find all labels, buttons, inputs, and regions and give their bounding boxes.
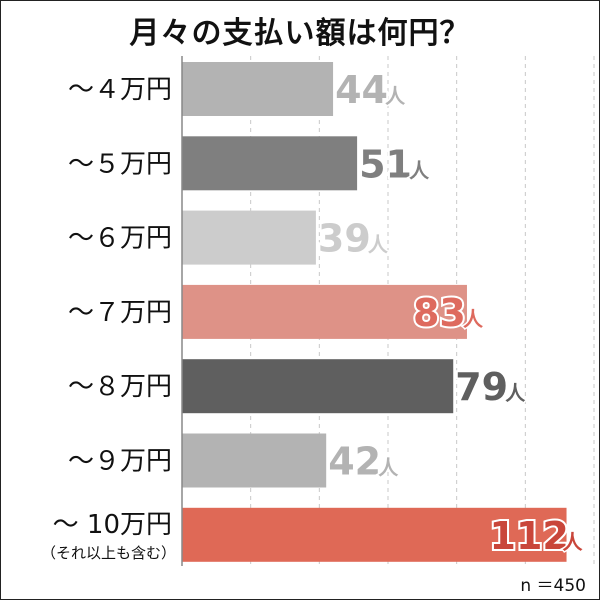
value-unit: 人 [505,381,526,405]
value-label: 51 [359,142,412,186]
value-unit: 人 [378,456,399,480]
value-unit: 人 [463,307,484,331]
category-label: ～５万円 [68,149,172,179]
category-label: ～９万円 [68,447,172,477]
category-note: （それ以上も含む） [41,544,176,562]
value-unit: 人 [563,530,584,554]
category-labels: ～４万円 ～５万円 ～６万円 ～７万円 ～８万円 ～９万円 ～ 10万円 （それ以上も含む） [41,75,176,562]
bar [182,62,334,116]
category-label: ～４万円 [68,75,172,105]
bars [182,62,567,562]
value-label: 42 [328,440,381,484]
bar [182,433,327,488]
bar [182,359,454,414]
value-unit: 人 [409,158,430,182]
chart-title: 月々の支払い額は何円？ [129,16,471,51]
value-label: 112 [490,514,569,558]
value-label: 79 [455,365,508,409]
category-label: ～ 10万円 [53,510,172,540]
bar [182,136,358,191]
category-label: ～７万円 [68,298,172,328]
bar [182,284,467,339]
sample-size-note: n ＝450 [520,576,586,596]
value-label: 44 [335,68,388,112]
value-unit: 人 [368,233,389,257]
value-label: 83 [413,291,466,335]
value-unit: 人 [385,84,406,108]
bar [182,507,567,562]
value-label: 39 [318,217,371,261]
category-label: ～８万円 [68,372,172,402]
category-label: ～６万円 [68,224,172,254]
bar [182,210,316,265]
